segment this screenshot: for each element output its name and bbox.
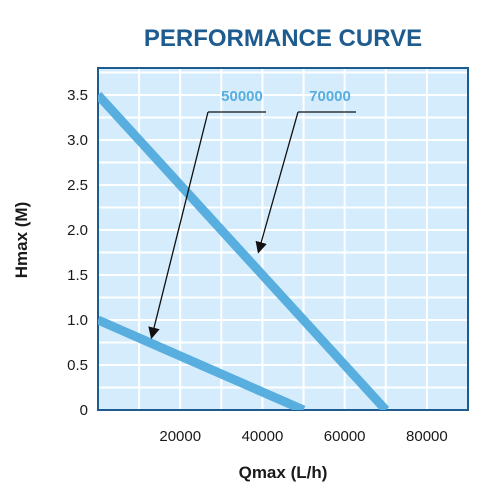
y-tick-label: 3.0 [67, 132, 88, 149]
y-tick-label: 0 [80, 402, 88, 419]
y-tick-label: 2.5 [67, 177, 88, 194]
x-tick-label: 80000 [406, 428, 448, 445]
series-lines [98, 91, 390, 410]
x-tick-label: 40000 [242, 428, 284, 445]
y-tick-label: 2.0 [67, 222, 88, 239]
series-line-50000 [98, 315, 306, 410]
x-axis-label: Qmax (L/h) [239, 463, 328, 482]
legend-arrow [255, 111, 299, 254]
x-tick-label: 60000 [324, 428, 366, 445]
chart-title: PERFORMANCE CURVE [144, 25, 422, 52]
legend-label-50000: 50000 [221, 88, 263, 105]
plot-border [97, 67, 469, 411]
plot-area [98, 68, 468, 410]
y-tick-label: 1.0 [67, 312, 88, 329]
y-axis-ticks: 0 0.5 1.0 1.5 2.0 2.5 3.0 3.5 [67, 87, 88, 419]
legend-arrow [148, 111, 209, 340]
y-tick-label: 1.5 [67, 267, 88, 284]
x-tick-label: 20000 [159, 428, 201, 445]
y-tick-label: 3.5 [67, 87, 88, 104]
y-tick-label: 0.5 [67, 357, 88, 374]
annotations: 50000 70000 [148, 88, 356, 340]
x-axis-ticks: 20000 40000 60000 80000 [159, 428, 447, 445]
y-axis-label: Hmax (M) [12, 202, 31, 279]
legend-label-70000: 70000 [309, 88, 351, 105]
series-line-70000 [98, 91, 390, 410]
